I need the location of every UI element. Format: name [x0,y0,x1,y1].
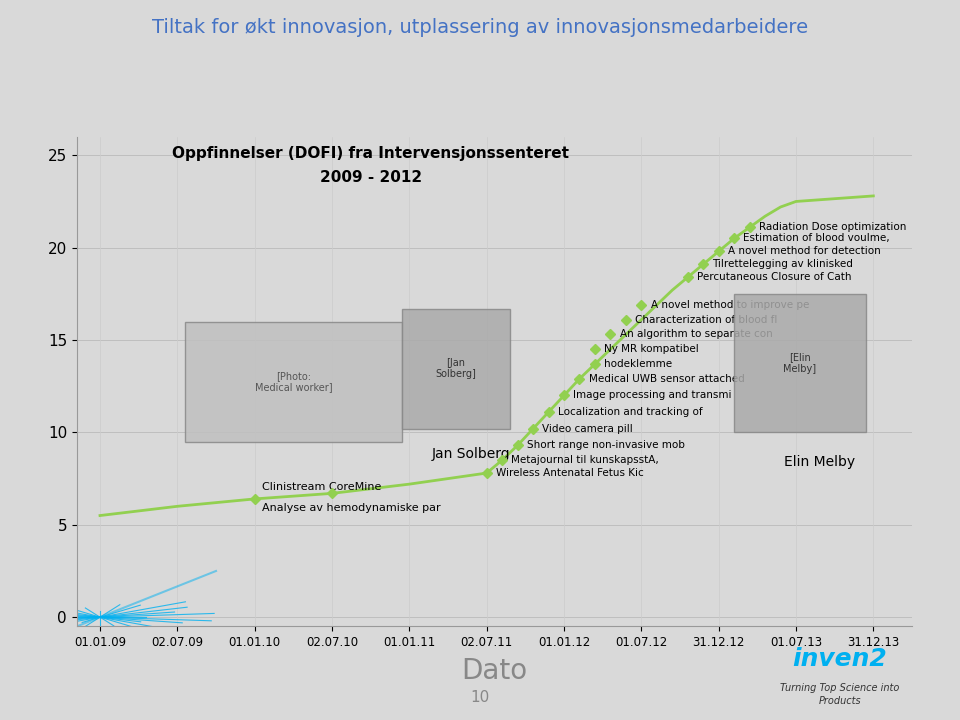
Text: Ny MR kompatibel: Ny MR kompatibel [604,344,699,354]
Text: A novel method to improve pe: A novel method to improve pe [651,300,809,310]
Text: Localization and tracking of: Localization and tracking of [558,407,703,417]
Text: Tiltak for økt innovasjon, utplassering av innovasjonsmedarbeidere: Tiltak for økt innovasjon, utplassering … [152,18,808,37]
Text: A novel method for detection: A novel method for detection [728,246,880,256]
FancyBboxPatch shape [401,309,510,428]
Text: Wireless Antenatal Fetus Kic: Wireless Antenatal Fetus Kic [496,468,644,478]
Text: Products: Products [819,696,861,706]
Text: 2009 - 2012: 2009 - 2012 [320,170,421,185]
Text: Estimation of blood voulme,: Estimation of blood voulme, [743,233,890,243]
Text: Jan Solberg: Jan Solberg [432,447,511,462]
Text: Video camera pill: Video camera pill [542,423,633,433]
Text: Elin Melby: Elin Melby [783,454,854,469]
Text: inven2: inven2 [793,647,887,671]
Text: Radiation Dose optimization: Radiation Dose optimization [758,222,906,233]
Text: Analyse av hemodynamiske par: Analyse av hemodynamiske par [262,503,441,513]
FancyBboxPatch shape [734,294,866,433]
Text: hodeklemme: hodeklemme [604,359,672,369]
Text: Oppfinnelser (DOFI) fra Intervensjonssenteret: Oppfinnelser (DOFI) fra Intervensjonssen… [172,146,569,161]
FancyBboxPatch shape [185,322,401,441]
Text: Image processing and transmi: Image processing and transmi [573,390,732,400]
Text: Turning Top Science into: Turning Top Science into [780,683,900,693]
Text: Tilrettelegging av klinisked: Tilrettelegging av klinisked [712,259,853,269]
Text: Clinistream CoreMine: Clinistream CoreMine [262,482,382,492]
Text: [Photo:
Medical worker]: [Photo: Medical worker] [254,371,332,392]
Text: Metajournal til kunskapsstA,: Metajournal til kunskapsstA, [512,455,660,465]
X-axis label: Dato: Dato [462,657,527,685]
Text: 10: 10 [470,690,490,705]
Text: [Elin
Melby]: [Elin Melby] [783,352,816,374]
Text: [Jan
Solberg]: [Jan Solberg] [435,358,476,379]
Text: Characterization of blood fl: Characterization of blood fl [636,315,778,325]
Text: Percutaneous Closure of Cath: Percutaneous Closure of Cath [697,272,852,282]
Text: Medical UWB sensor attached: Medical UWB sensor attached [588,374,745,384]
Text: Short range non-invasive mob: Short range non-invasive mob [527,441,684,450]
Text: An algorithm to separate con: An algorithm to separate con [620,330,773,340]
